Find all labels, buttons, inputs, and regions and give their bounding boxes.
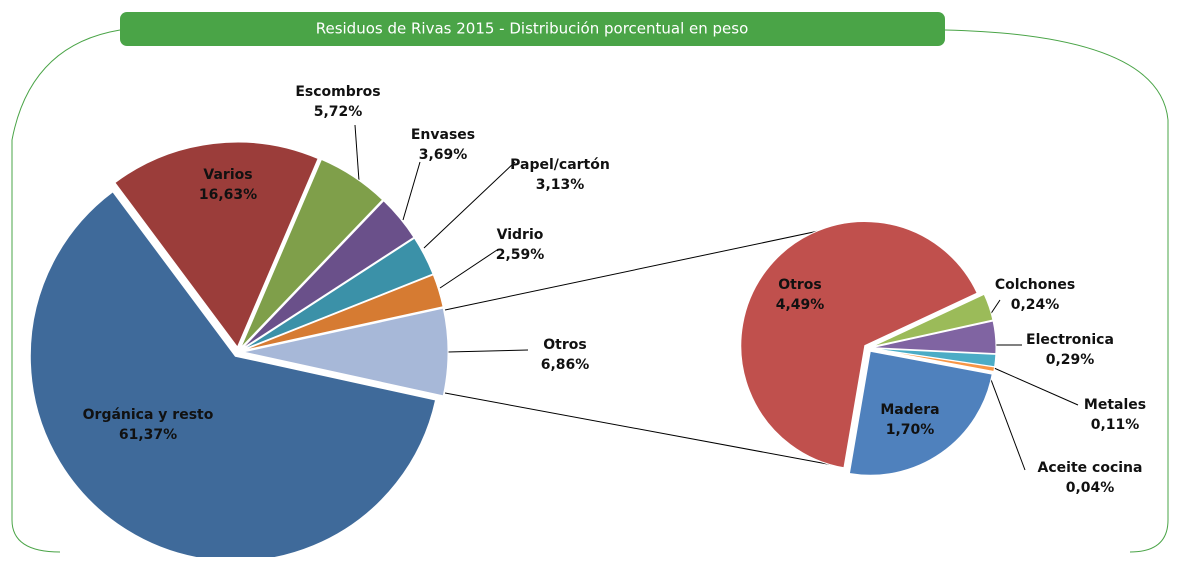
slice-label: Otros bbox=[543, 337, 586, 353]
slice-value: 0,11% bbox=[1091, 417, 1140, 433]
pie-slice bbox=[242, 274, 444, 352]
pie-slice bbox=[848, 350, 993, 476]
title-box bbox=[120, 12, 945, 46]
pie-slice bbox=[740, 221, 978, 469]
leader-line bbox=[402, 161, 421, 221]
slice-label: Electronica bbox=[1026, 332, 1114, 348]
leader-line bbox=[993, 367, 1079, 406]
pie-slice bbox=[241, 200, 415, 350]
slice-value: 4,49% bbox=[776, 297, 825, 313]
leader-line bbox=[439, 249, 498, 289]
connector bbox=[444, 225, 843, 311]
pie-slice bbox=[29, 191, 437, 561]
slice-value: 0,04% bbox=[1066, 480, 1115, 496]
pie-slice bbox=[871, 320, 997, 355]
leader-line bbox=[423, 161, 516, 249]
slice-value: 0,24% bbox=[1011, 297, 1060, 313]
slice-value: 16,63% bbox=[199, 187, 257, 203]
slice-label: Vidrio bbox=[497, 227, 544, 243]
slice-value: 2,59% bbox=[496, 247, 545, 263]
leader-line bbox=[447, 349, 529, 353]
slice-label: Aceite cocina bbox=[1038, 460, 1143, 476]
pie-slice bbox=[114, 141, 319, 349]
slice-value: 0,29% bbox=[1046, 352, 1095, 368]
slice-label: Orgánica y resto bbox=[83, 407, 214, 423]
slice-label: Varios bbox=[203, 167, 252, 183]
slice-label: Otros bbox=[778, 277, 821, 293]
chart-title: Residuos de Rivas 2015 - Distribución po… bbox=[316, 20, 749, 38]
connector bbox=[444, 392, 839, 467]
pie-slice bbox=[240, 158, 384, 349]
slice-value: 61,37% bbox=[119, 427, 177, 443]
slice-value: 3,69% bbox=[419, 147, 468, 163]
slice-label: Metales bbox=[1084, 397, 1146, 413]
slice-value: 6,86% bbox=[541, 357, 590, 373]
slice-label: Envases bbox=[411, 127, 475, 143]
slice-label: Colchones bbox=[995, 277, 1075, 293]
slice-label: Escombros bbox=[295, 84, 380, 100]
pie-slice bbox=[871, 293, 994, 348]
pie-slice bbox=[242, 237, 434, 351]
slice-label: Papel/cartón bbox=[510, 157, 610, 173]
slice-value: 5,72% bbox=[314, 104, 363, 120]
pie-slice bbox=[871, 348, 996, 373]
slice-label: Madera bbox=[880, 402, 939, 418]
slice-value: 3,13% bbox=[536, 177, 585, 193]
pie-slice bbox=[242, 307, 449, 397]
frame bbox=[11, 29, 1169, 553]
leader-line bbox=[989, 376, 1026, 471]
slice-value: 1,70% bbox=[886, 422, 935, 438]
